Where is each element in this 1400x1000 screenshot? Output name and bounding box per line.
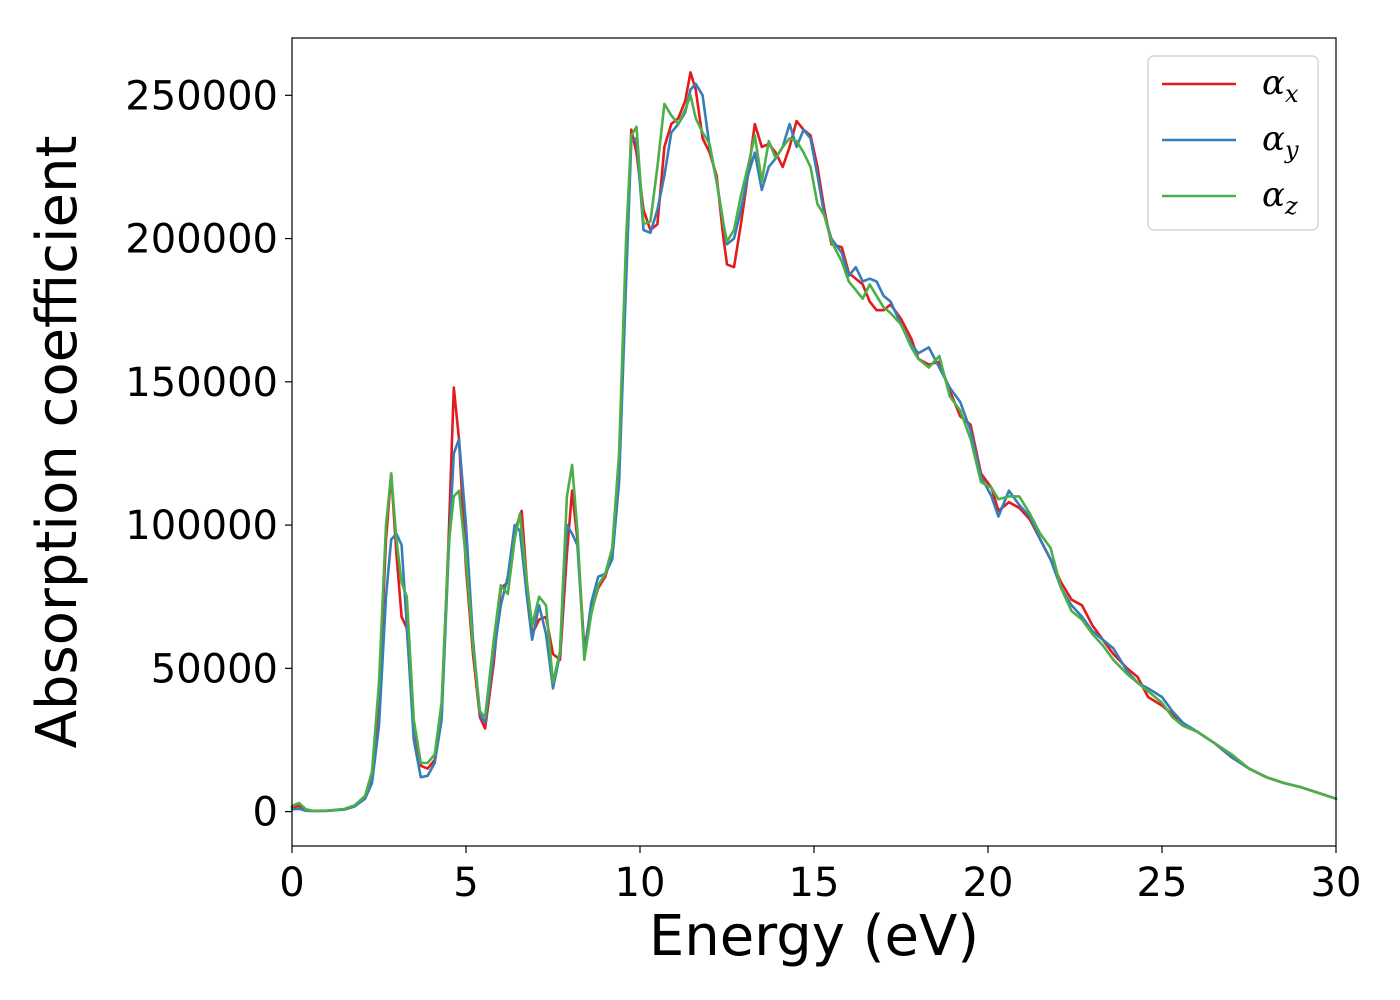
x-tick-label: 20	[963, 860, 1014, 906]
series-line-z	[290, 94, 1338, 813]
y-tick-label: 0	[253, 790, 278, 836]
y-tick-label: 200000	[125, 217, 278, 263]
x-tick-label: 30	[1311, 860, 1362, 906]
y-tick-label: 50000	[151, 646, 278, 692]
x-axis-label: Energy (eV)	[649, 904, 979, 969]
x-tick-label: 0	[279, 860, 304, 906]
y-tick-label: 250000	[125, 73, 278, 119]
x-tick-label: 10	[615, 860, 666, 906]
y-axis-ticks: 0 50000 100000 150000 200000 250000	[125, 73, 292, 836]
x-tick-label: 5	[453, 860, 478, 906]
x-tick-label: 15	[789, 860, 840, 906]
x-axis-ticks: 0 5 10 15 20 25 30	[279, 846, 1361, 906]
y-tick-label: 100000	[125, 503, 278, 549]
y-axis-label: Absorption coefficient	[25, 136, 90, 749]
series-layer	[290, 71, 1338, 813]
y-tick-label: 150000	[125, 360, 278, 406]
x-tick-label: 25	[1137, 860, 1188, 906]
legend-box	[1147, 55, 1319, 231]
